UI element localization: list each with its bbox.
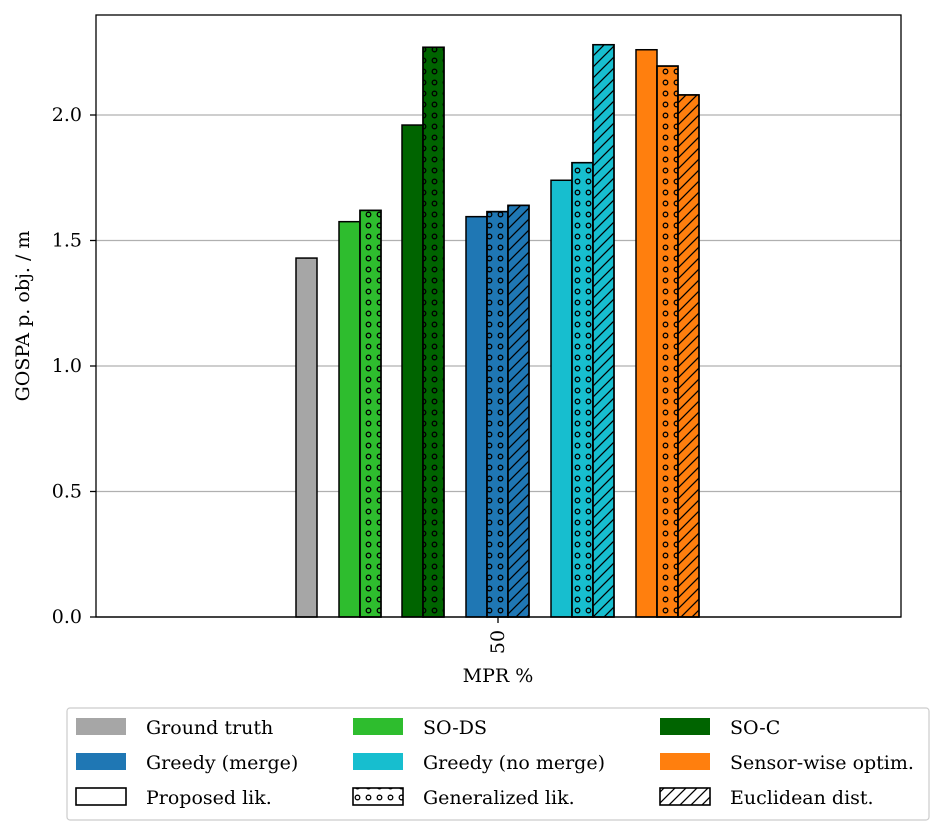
y-tick-label: 1.0 bbox=[52, 355, 82, 377]
legend: Ground truth SO-DS SO-C Greedy (merge) Greed… bbox=[66, 707, 930, 821]
bar-so-ds-proposed-lik bbox=[338, 220, 361, 618]
legend-swatch-greedy-merge bbox=[76, 753, 126, 770]
legend-label-generalized-lik: Generalized lik. bbox=[423, 787, 575, 809]
legend-label-greedy-no-merge: Greedy (no merge) bbox=[423, 752, 605, 774]
bar-hatch-greedy-no-merge-generalized-lik bbox=[571, 161, 594, 618]
bar-ground-truth bbox=[295, 257, 318, 618]
legend-swatch-greedy-no-merge bbox=[353, 753, 403, 770]
legend-swatch-proposed-lik bbox=[75, 787, 127, 806]
legend-swatch-ground-truth bbox=[76, 718, 126, 735]
legend-label-euclidean-dist: Euclidean dist. bbox=[730, 787, 874, 809]
legend-label-ground-truth: Ground truth bbox=[146, 717, 273, 739]
legend-label-greedy-merge: Greedy (merge) bbox=[146, 752, 298, 774]
y-tick-label: 1.5 bbox=[52, 230, 82, 252]
y-tick-label: 0.0 bbox=[52, 606, 82, 628]
bar-hatch-greedy-no-merge-euclidean-dist bbox=[592, 43, 615, 618]
bars bbox=[96, 43, 901, 618]
legend-swatch-so-ds bbox=[353, 718, 403, 735]
bar-hatch-greedy-merge-generalized-lik bbox=[486, 210, 509, 618]
legend-swatch-euclidean-dist bbox=[659, 787, 711, 806]
legend-swatch-so-c bbox=[660, 718, 710, 735]
legend-label-so-c: SO-C bbox=[730, 717, 780, 739]
bar-hatch-greedy-merge-euclidean-dist bbox=[507, 204, 530, 618]
bar-sensor-wise-optim-proposed-lik bbox=[635, 48, 658, 618]
bar-hatch-so-c-generalized-lik bbox=[422, 46, 445, 618]
y-tick-label: 0.5 bbox=[52, 481, 82, 503]
legend-swatch-sensor-wise-optim bbox=[660, 753, 710, 770]
y-axis-ticks: 0.0 0.5 1.0 1.5 2.0 bbox=[52, 104, 96, 628]
legend-label-proposed-lik: Proposed lik. bbox=[146, 787, 272, 809]
legend-swatch-generalized-lik bbox=[352, 787, 404, 806]
legend-frame bbox=[66, 707, 930, 821]
x-axis-label: MPR % bbox=[463, 665, 534, 687]
bar-hatch-so-ds-generalized-lik bbox=[359, 209, 382, 618]
bar-hatch-sensor-wise-optim-euclidean-dist bbox=[677, 94, 700, 618]
bar-so-c-proposed-lik bbox=[401, 124, 424, 618]
y-tick-label: 2.0 bbox=[52, 104, 82, 126]
y-axis-label: GOSPA p. obj. / m bbox=[12, 231, 34, 402]
x-tick-label: 50 bbox=[487, 630, 509, 654]
bar-greedy-no-merge-proposed-lik bbox=[550, 179, 573, 618]
legend-label-sensor-wise-optim: Sensor-wise optim. bbox=[730, 752, 914, 774]
bar-hatch-sensor-wise-optim-generalized-lik bbox=[656, 65, 679, 618]
legend-label-so-ds: SO-DS bbox=[423, 717, 487, 739]
bar-greedy-merge-proposed-lik bbox=[465, 215, 488, 618]
